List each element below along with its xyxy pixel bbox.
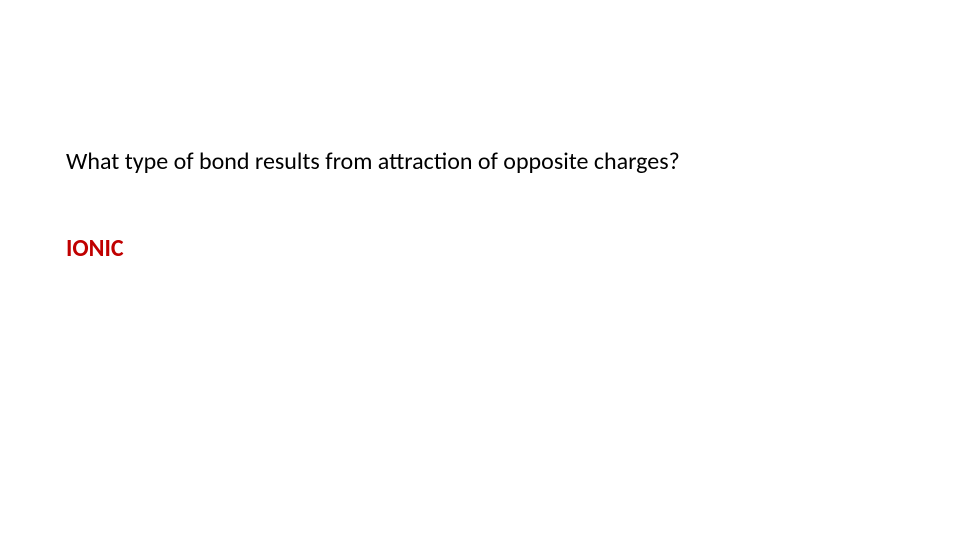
question-text: What type of bond results from attractio… xyxy=(66,148,960,177)
slide-container: What type of bond results from attractio… xyxy=(0,0,960,540)
answer-text: IONIC xyxy=(66,235,960,264)
